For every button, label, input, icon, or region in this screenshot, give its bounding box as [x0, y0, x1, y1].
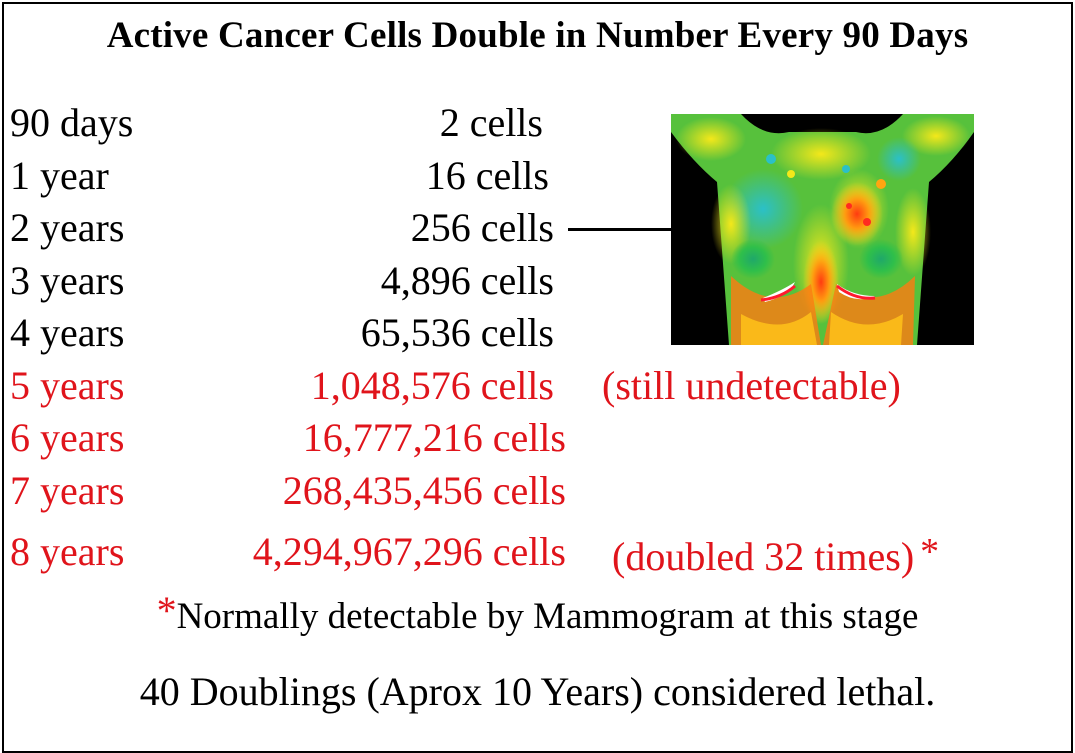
- period-label: 6 years: [10, 415, 125, 460]
- table-row: 7 years 268,435,456 cells: [0, 466, 1075, 516]
- page-title: Active Cancer Cells Double in Number Eve…: [106, 15, 969, 56]
- table-row: 6 years 16,777,216 cells: [0, 413, 1075, 463]
- row-note-text: (doubled 32 times): [612, 534, 915, 579]
- cell-count: 4,896 cells: [380, 258, 554, 303]
- table-row: 1 year 16 cells: [0, 151, 1075, 201]
- period-label: 5 years: [10, 363, 125, 408]
- cell-count: 268,435,456 cells: [282, 468, 566, 513]
- table-row: 8 years 4,294,967,296 cells (doubled 32 …: [0, 527, 1075, 579]
- cell-count: 2 cells: [439, 100, 543, 145]
- table-row: 4 years 65,536 cells: [0, 308, 1075, 358]
- cell-count: 256 cells: [410, 205, 554, 250]
- period-label: 3 years: [10, 258, 125, 303]
- footnote: *Normally detectable by Mammogram at thi…: [0, 588, 1075, 638]
- period-label: 8 years: [10, 529, 125, 574]
- footnote-text: Normally detectable by Mammogram at this…: [176, 596, 919, 637]
- table-row: 5 years 1,048,576 cells (still undetecta…: [0, 361, 1075, 411]
- asterisk-marker: *: [156, 588, 177, 633]
- cell-count: 4,294,967,296 cells: [252, 529, 566, 574]
- cell-count: 1,048,576 cells: [310, 363, 554, 408]
- period-label: 2 years: [10, 205, 125, 250]
- cell-count: 16 cells: [425, 153, 549, 198]
- period-label: 4 years: [10, 310, 125, 355]
- period-label: 7 years: [10, 468, 125, 513]
- cell-count: 16,777,216 cells: [302, 415, 566, 460]
- row-note: (still undetectable): [602, 363, 901, 408]
- row-note: (doubled 32 times) *: [612, 527, 939, 582]
- thermogram-image: [671, 114, 974, 345]
- table-row: 3 years 4,896 cells: [0, 256, 1075, 306]
- period-label: 90 days: [10, 100, 134, 145]
- lethal-note: 40 Doublings (Aprox 10 Years) considered…: [139, 669, 936, 714]
- period-label: 1 year: [10, 153, 109, 198]
- cell-count: 65,536 cells: [360, 310, 554, 355]
- connector-line: [568, 228, 671, 231]
- asterisk-marker: *: [920, 531, 940, 573]
- table-row: 90 days 2 cells: [0, 98, 1075, 148]
- table-row: 2 years 256 cells: [0, 203, 1075, 253]
